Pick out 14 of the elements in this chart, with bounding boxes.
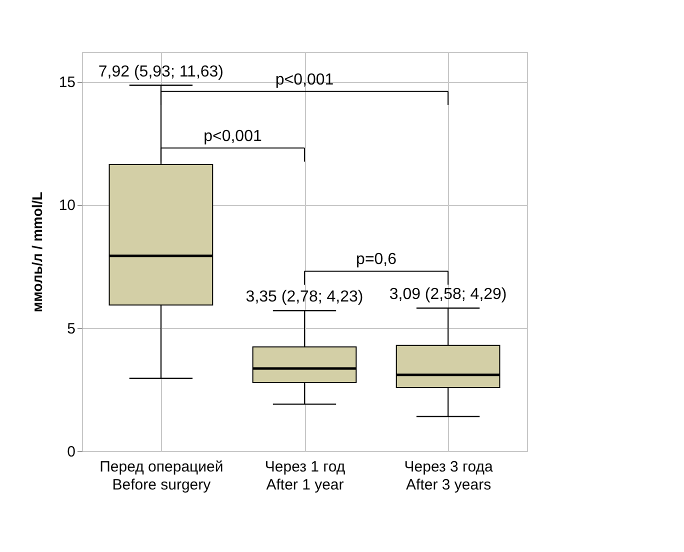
y-tick-label: 15 <box>58 74 76 92</box>
annotation: 3,09 (2,58; 4,29) <box>389 286 507 304</box>
annotation: p=0,6 <box>356 251 397 268</box>
y-tick-label: 0 <box>67 444 76 460</box>
annotation: p<0,001 <box>204 128 262 146</box>
y-tick-label: 10 <box>58 197 76 214</box>
y-tick-label: 5 <box>67 320 76 338</box>
annotation: 7,92 (5,93; 11,63) <box>98 63 224 80</box>
x-tick-label: Через 3 года After 3 years <box>404 458 494 494</box>
annotation: 3,35 (2,78; 4,23) <box>246 288 364 306</box>
y-axis-title: ммоль/л / mmol/L <box>28 191 45 312</box>
x-tick-label: Перед операцией Before surgery <box>100 458 224 494</box>
annotation: p<0,001 <box>275 71 334 88</box>
x-tick-label: Через 1 год After 1 year <box>264 458 346 494</box>
